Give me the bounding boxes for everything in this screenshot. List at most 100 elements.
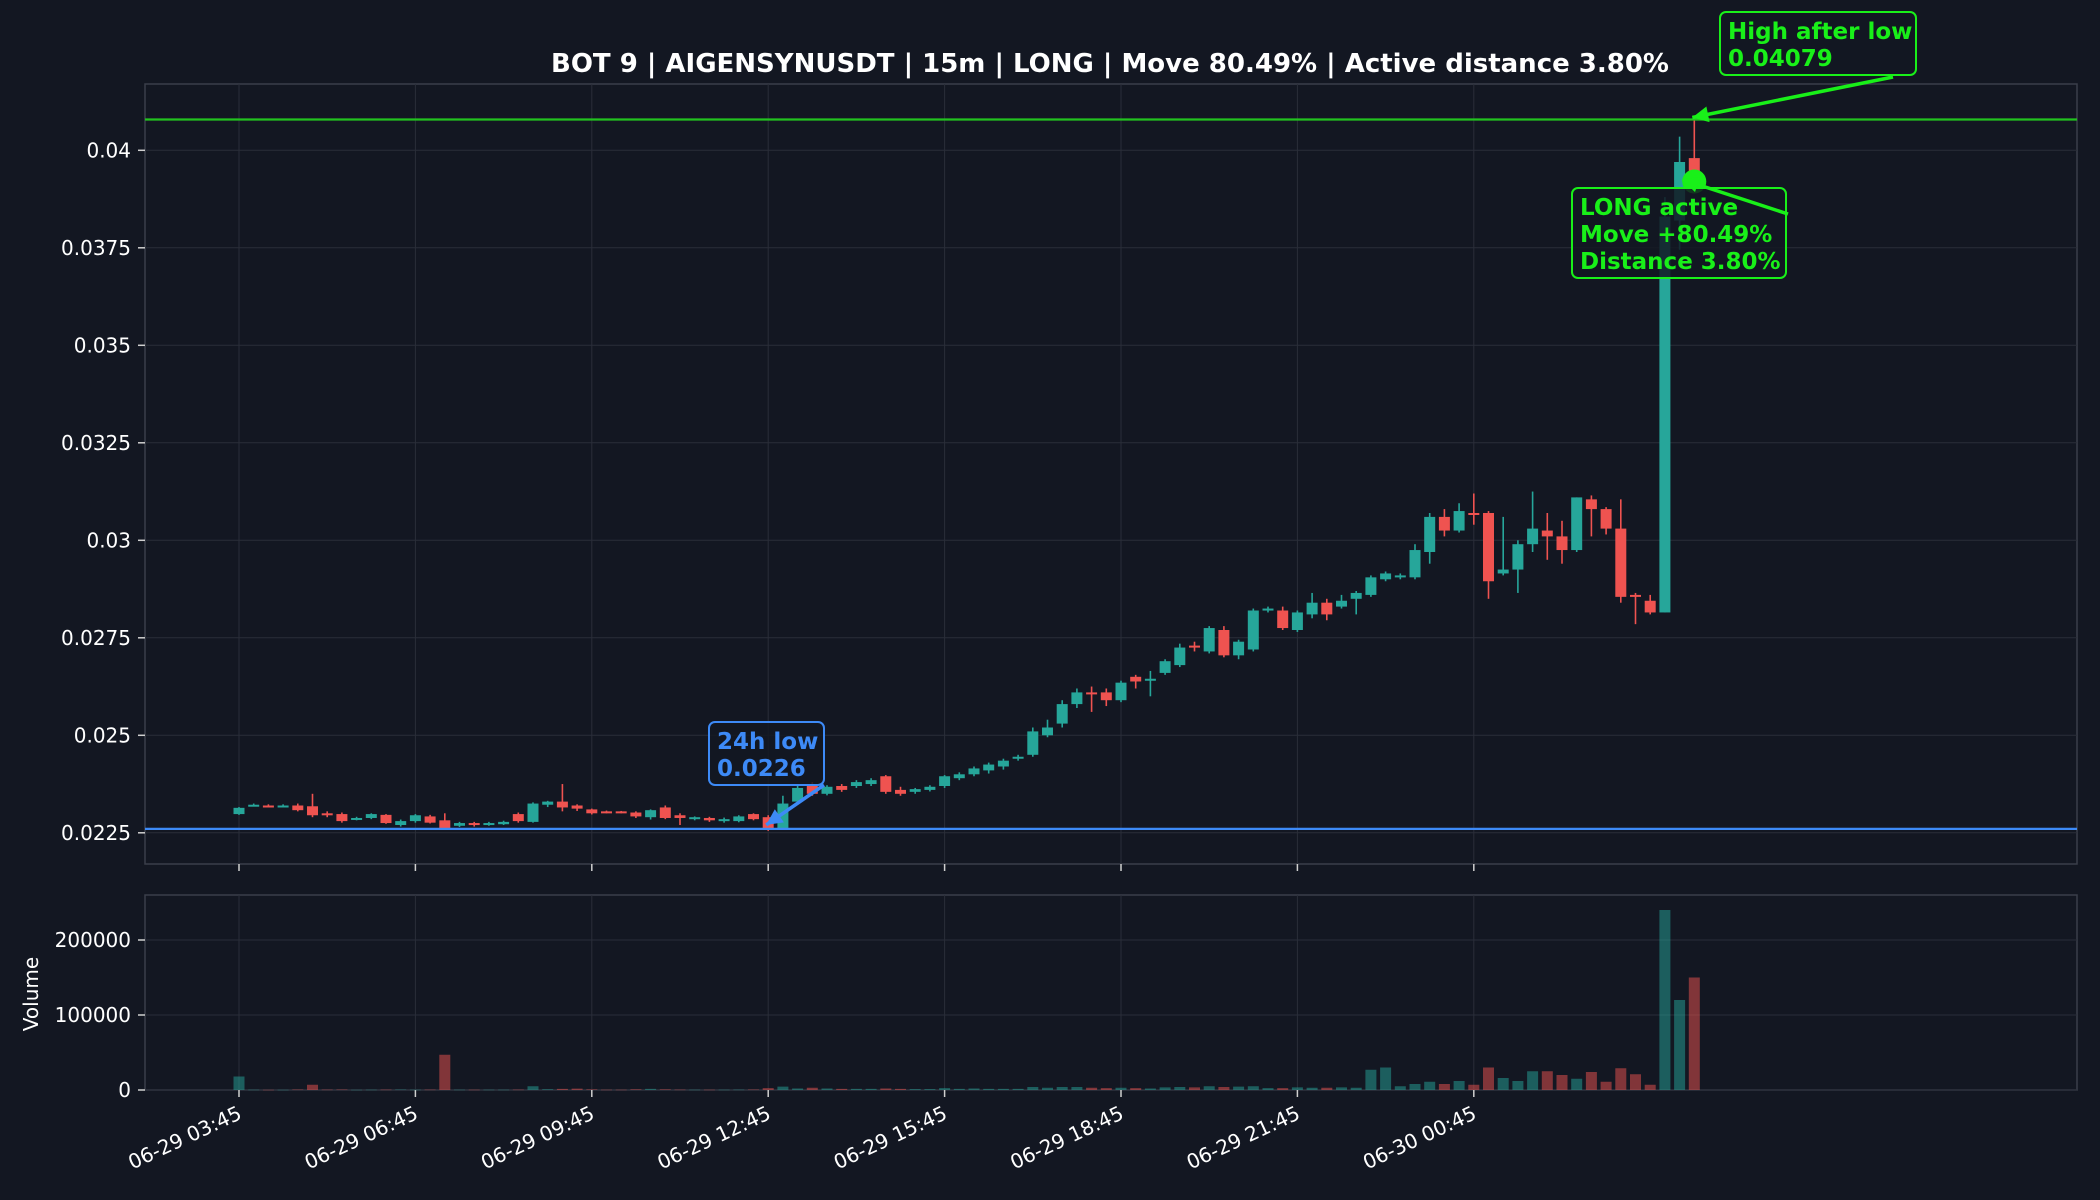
y-tick-label: 0.025 bbox=[74, 723, 131, 747]
volume-bar bbox=[1012, 1088, 1024, 1090]
candle-body bbox=[1644, 600, 1656, 613]
candle-body bbox=[483, 823, 495, 826]
candle-body bbox=[689, 817, 701, 820]
candle-body bbox=[821, 786, 833, 794]
chart-title: BOT 9 | AIGENSYNUSDT | 15m | LONG | Move… bbox=[551, 49, 1669, 79]
candle-body bbox=[777, 803, 789, 829]
candle-body bbox=[1585, 499, 1597, 510]
high-annotation-arrow bbox=[1691, 75, 1894, 120]
candle-body bbox=[630, 812, 642, 817]
y-tick-label: 0.0275 bbox=[61, 626, 131, 650]
volume-bar bbox=[307, 1084, 318, 1090]
candle-body bbox=[1571, 497, 1583, 551]
candle-body bbox=[307, 806, 318, 816]
candle-body bbox=[806, 784, 818, 794]
y-tick-label: 0.04 bbox=[86, 138, 131, 162]
low-annotation-line-1: 24h low bbox=[717, 729, 818, 755]
candle-body bbox=[395, 821, 407, 825]
volume-bar bbox=[1350, 1087, 1362, 1090]
volume-bar bbox=[1291, 1087, 1303, 1090]
volume-bar bbox=[1277, 1088, 1289, 1090]
volume-bar bbox=[1630, 1074, 1641, 1090]
candle-body bbox=[1483, 513, 1494, 582]
candle-body bbox=[1350, 592, 1362, 599]
candle-body bbox=[409, 815, 421, 822]
volume-bar bbox=[1483, 1067, 1494, 1090]
candle-body bbox=[836, 786, 848, 790]
candle-body bbox=[1174, 647, 1186, 666]
candle-body bbox=[1409, 550, 1421, 578]
volume-bar bbox=[924, 1089, 936, 1090]
candle-body bbox=[792, 787, 804, 802]
volume-bar bbox=[1321, 1087, 1333, 1090]
candle-body bbox=[1512, 544, 1524, 570]
volume-bar bbox=[454, 1089, 465, 1091]
long-annotation-arrow-head bbox=[1682, 176, 1700, 193]
candle-body bbox=[1365, 577, 1377, 595]
candle-body bbox=[1086, 692, 1098, 695]
candle-body bbox=[351, 817, 363, 820]
volume-bar bbox=[1556, 1075, 1568, 1090]
volume-bar bbox=[1527, 1071, 1539, 1090]
candle-body bbox=[1615, 528, 1627, 597]
volume-bar bbox=[1130, 1088, 1142, 1090]
volume-bar bbox=[498, 1089, 510, 1091]
candle-body bbox=[674, 815, 686, 818]
high-annotation-arrow-head bbox=[1692, 106, 1710, 123]
long-annotation-arrow bbox=[1681, 177, 1789, 216]
candle-body bbox=[1600, 509, 1612, 529]
candle-body bbox=[953, 774, 965, 779]
volume-bar bbox=[1100, 1088, 1112, 1090]
long-annotation-line-1: LONG active bbox=[1580, 195, 1738, 221]
volume-axis-title: Volume bbox=[19, 957, 43, 1031]
y-tick-label: 0.0325 bbox=[61, 431, 131, 455]
volume-bar bbox=[1585, 1072, 1597, 1090]
volume-bar bbox=[321, 1089, 333, 1091]
candle-body bbox=[556, 801, 568, 808]
candle-body bbox=[659, 807, 671, 818]
volume-bar bbox=[380, 1089, 392, 1091]
candle-body bbox=[542, 801, 554, 805]
candle-body bbox=[924, 786, 936, 790]
candle-body bbox=[895, 789, 906, 794]
volume-bar bbox=[615, 1089, 627, 1091]
volume-bar bbox=[1189, 1087, 1200, 1090]
volume-bar bbox=[792, 1088, 804, 1090]
candle-body bbox=[601, 811, 612, 814]
candle-body bbox=[703, 817, 715, 821]
volume-bar bbox=[1615, 1068, 1627, 1090]
volume-bar bbox=[365, 1089, 377, 1091]
candle-body bbox=[277, 805, 289, 808]
volume-bar bbox=[762, 1088, 774, 1090]
candle-body bbox=[1012, 756, 1024, 759]
candle-body bbox=[1630, 594, 1641, 597]
volume-bar bbox=[659, 1089, 671, 1090]
candle-body bbox=[586, 809, 598, 814]
volume-bar bbox=[1674, 1000, 1686, 1090]
candle-body bbox=[233, 807, 245, 815]
candle-body bbox=[1321, 602, 1333, 615]
candle-body bbox=[571, 805, 583, 809]
volume-tick-label: 200000 bbox=[55, 928, 131, 952]
candle-body bbox=[1556, 536, 1568, 551]
candle-body bbox=[1247, 610, 1259, 650]
volume-bar bbox=[1247, 1086, 1259, 1090]
volume-bar bbox=[233, 1076, 245, 1090]
volume-bar bbox=[1203, 1086, 1215, 1090]
volume-bar bbox=[997, 1088, 1009, 1090]
volume-tick-label: 0 bbox=[118, 1078, 131, 1102]
candle-body bbox=[1233, 641, 1245, 656]
candle-body bbox=[498, 821, 510, 825]
volume-bar bbox=[571, 1088, 583, 1090]
volume-bar bbox=[880, 1088, 892, 1090]
volume-bar bbox=[1159, 1087, 1171, 1090]
candle-body bbox=[748, 814, 759, 820]
candle-body bbox=[1424, 516, 1436, 552]
volume-bar bbox=[1056, 1087, 1068, 1090]
volume-bar bbox=[836, 1088, 848, 1090]
volume-bar bbox=[718, 1089, 730, 1091]
volume-bar bbox=[1688, 977, 1700, 1090]
candle-body bbox=[968, 768, 980, 775]
candle-body bbox=[424, 816, 436, 823]
